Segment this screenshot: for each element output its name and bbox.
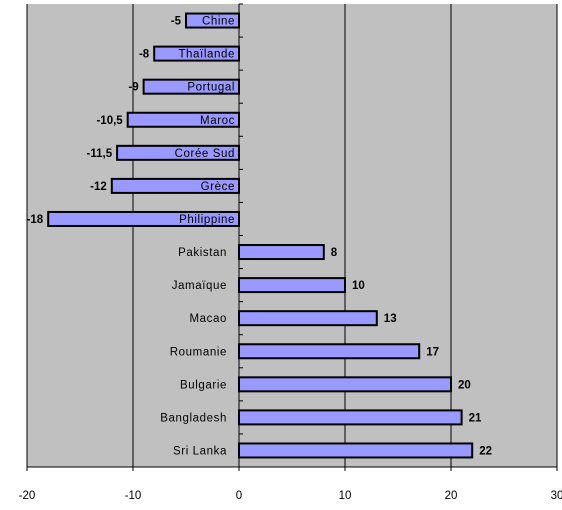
x-tick-label: 0 bbox=[236, 490, 242, 502]
labels: Chine -5 Thaïlande -8 Portugal -9 Maroc -10,5 Co… bbox=[19, 16, 562, 502]
bar-pakistan bbox=[238, 244, 325, 261]
x-tick-label: 10 bbox=[339, 490, 352, 502]
bar-bangladesh bbox=[238, 409, 463, 426]
data-label: -8 bbox=[139, 49, 150, 61]
data-label: -10,5 bbox=[96, 115, 123, 127]
bar-macao bbox=[238, 310, 378, 327]
x-tick-label: -10 bbox=[125, 490, 142, 502]
data-label: -5 bbox=[171, 16, 182, 28]
bar-roumanie bbox=[238, 343, 421, 360]
data-label: -12 bbox=[90, 181, 107, 193]
x-tick-label: 20 bbox=[445, 490, 458, 502]
data-label: -18 bbox=[27, 214, 44, 226]
data-label: 8 bbox=[331, 247, 338, 259]
bar-sri-lanka bbox=[238, 442, 474, 459]
category-label: Macao bbox=[189, 313, 227, 325]
category-label: Roumanie bbox=[170, 346, 227, 358]
category-label: Maroc bbox=[200, 115, 235, 127]
category-label: Pakistan bbox=[178, 247, 227, 259]
data-label: 21 bbox=[469, 412, 482, 424]
data-label: 20 bbox=[458, 379, 471, 391]
category-label: Thaïlande bbox=[178, 49, 235, 61]
data-label: 13 bbox=[384, 313, 397, 325]
axes bbox=[26, 3, 558, 471]
category-label: Jamaïque bbox=[172, 280, 227, 292]
data-label: 10 bbox=[352, 280, 365, 292]
data-label: 22 bbox=[479, 445, 492, 457]
category-label: Portugal bbox=[187, 82, 235, 94]
category-label: Corée Sud bbox=[175, 148, 235, 160]
bar-bulgarie bbox=[238, 376, 452, 393]
data-label: -9 bbox=[128, 82, 138, 94]
category-label: Bulgarie bbox=[180, 379, 227, 391]
data-label: -11,5 bbox=[87, 148, 113, 160]
bar-jama-que bbox=[238, 277, 346, 294]
category-label: Bangladesh bbox=[160, 412, 227, 424]
category-label: Chine bbox=[202, 16, 235, 28]
category-label: Grèce bbox=[201, 181, 235, 193]
plot-area bbox=[27, 4, 557, 467]
category-label: Sri Lanka bbox=[173, 445, 227, 457]
data-label: 17 bbox=[426, 346, 439, 358]
x-tick-label: 30 bbox=[551, 490, 562, 502]
x-tick-label: -20 bbox=[19, 490, 36, 502]
category-label: Philippine bbox=[179, 214, 235, 226]
